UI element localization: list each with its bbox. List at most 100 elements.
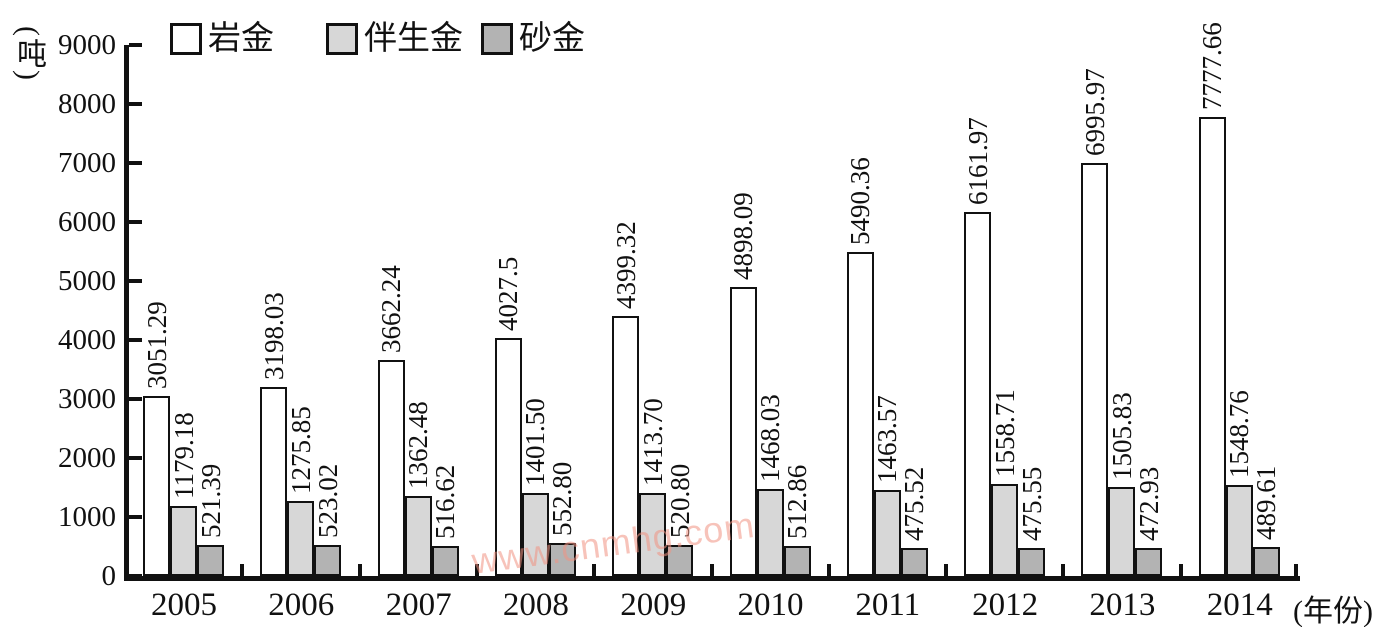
bar-placer-gold-2012	[1018, 548, 1046, 576]
x-minor-tick-7	[944, 564, 949, 577]
bar-placer-gold-2006	[314, 545, 342, 576]
bar-value-rock-gold-2006: 3198.03	[258, 292, 289, 380]
x-minor-tick-3	[474, 564, 479, 577]
x-axis-label-2007: 2007	[385, 587, 452, 623]
bar-rock-gold-2014	[1198, 117, 1226, 576]
y-tick-3000	[129, 397, 142, 401]
bar-value-rock-gold-2011: 5490.36	[845, 157, 876, 245]
bar-rock-gold-2006	[260, 387, 288, 576]
bar-placer-gold-2011	[900, 548, 928, 576]
bar-value-rock-gold-2008: 4027.5	[493, 256, 524, 331]
bar-value-placer-gold-2013: 472.93	[1133, 466, 1164, 541]
bar-value-placer-gold-2014: 489.61	[1251, 465, 1282, 540]
x-minor-tick-1	[240, 564, 245, 577]
bar-associated-gold-2011	[873, 490, 901, 576]
y-tick-5000	[129, 279, 142, 283]
y-tick-label-4000: 4000	[58, 324, 116, 356]
legend-swatch-rock-gold	[170, 23, 202, 55]
x-axis-label-2006: 2006	[268, 587, 335, 623]
x-axis-label-2005: 2005	[151, 587, 217, 623]
bar-value-associated-gold-2012: 1558.71	[989, 389, 1020, 477]
x-minor-tick-6	[826, 564, 831, 577]
bar-value-placer-gold-2008: 552.80	[547, 461, 578, 536]
bar-value-placer-gold-2007: 516.62	[430, 464, 461, 539]
bar-associated-gold-2010	[756, 489, 784, 576]
bar-rock-gold-2013	[1081, 163, 1109, 576]
bar-value-placer-gold-2012: 475.55	[1016, 466, 1047, 541]
x-minor-tick-5	[709, 564, 714, 577]
legend-label-associated-gold: 伴生金	[364, 21, 463, 57]
x-axis-label-2014: 2014	[1206, 587, 1273, 623]
bar-associated-gold-2006	[287, 501, 315, 576]
bar-value-rock-gold-2013: 6995.97	[1079, 68, 1110, 156]
x-axis-label-2009: 2009	[620, 587, 687, 623]
y-tick-label-6000: 6000	[58, 206, 116, 238]
bar-value-placer-gold-2005: 521.39	[195, 463, 226, 538]
x-minor-tick-9	[1178, 564, 1183, 577]
legend-label-rock-gold: 岩金	[208, 21, 274, 57]
bar-value-rock-gold-2009: 4399.32	[610, 221, 641, 309]
bar-placer-gold-2013	[1135, 548, 1163, 576]
legend-item-rock-gold: 岩金	[170, 22, 274, 56]
x-axis-label-2011: 2011	[855, 587, 921, 623]
y-tick-label-2000: 2000	[58, 442, 116, 474]
bar-associated-gold-2014	[1225, 485, 1253, 576]
x-minor-tick-2	[357, 564, 362, 577]
bar-value-placer-gold-2010: 512.86	[782, 464, 812, 539]
x-axis-label-2010: 2010	[737, 587, 804, 623]
legend-item-associated-gold: 伴生金	[326, 22, 463, 56]
y-tick-9000	[129, 43, 142, 47]
legend-item-placer-gold: 砂金	[481, 22, 585, 56]
bar-placer-gold-2010	[783, 546, 811, 576]
bar-associated-gold-2007	[404, 496, 432, 576]
y-tick-label-0: 0	[101, 560, 117, 592]
x-axis-unit-label: (年份)	[1293, 595, 1373, 627]
y-tick-label-1000: 1000	[58, 501, 116, 533]
legend-label-placer-gold: 砂金	[519, 21, 585, 57]
bar-value-placer-gold-2006: 523.02	[312, 463, 343, 538]
legend-swatch-placer-gold	[481, 23, 513, 55]
y-tick-6000	[129, 220, 142, 224]
x-minor-tick-8	[1061, 564, 1066, 577]
bar-value-rock-gold-2005: 3051.29	[141, 301, 172, 389]
bar-value-associated-gold-2005: 1179.18	[168, 412, 199, 499]
y-axis-line	[124, 45, 129, 581]
bar-rock-gold-2008	[494, 338, 522, 576]
y-tick-label-5000: 5000	[58, 265, 116, 297]
bar-value-rock-gold-2010: 4898.09	[728, 192, 758, 280]
bar-placer-gold-2008	[548, 543, 576, 576]
bar-associated-gold-2008	[521, 493, 549, 576]
y-axis-unit-label: (吨)	[12, 26, 45, 82]
bar-rock-gold-2007	[377, 360, 405, 576]
bar-value-rock-gold-2012: 6161.97	[962, 117, 993, 205]
bar-associated-gold-2012	[991, 484, 1019, 576]
bar-rock-gold-2011	[846, 252, 874, 576]
y-tick-4000	[129, 338, 142, 342]
bar-rock-gold-2012	[964, 212, 992, 576]
y-tick-0	[129, 574, 142, 578]
bar-rock-gold-2009	[612, 316, 640, 576]
x-minor-tick-4	[592, 564, 597, 577]
bar-value-rock-gold-2007: 3662.24	[376, 265, 407, 353]
y-tick-7000	[129, 161, 142, 165]
bar-placer-gold-2007	[431, 546, 459, 576]
x-axis-line	[124, 576, 1300, 581]
bar-rock-gold-2005	[143, 396, 170, 576]
y-tick-label-3000: 3000	[58, 383, 116, 415]
bar-value-rock-gold-2014: 7777.66	[1197, 22, 1228, 110]
bar-rock-gold-2010	[729, 287, 757, 576]
x-axis-label-2008: 2008	[502, 587, 569, 623]
x-axis-label-2013: 2013	[1089, 587, 1156, 623]
x-axis-label-2012: 2012	[972, 587, 1039, 623]
y-tick-8000	[129, 102, 142, 106]
bar-associated-gold-2013	[1108, 487, 1136, 576]
y-tick-1000	[129, 515, 142, 519]
bar-placer-gold-2009	[666, 545, 694, 576]
y-tick-label-8000: 8000	[58, 88, 116, 120]
y-tick-2000	[129, 456, 142, 460]
legend-swatch-associated-gold	[326, 23, 358, 55]
bar-associated-gold-2009	[639, 493, 667, 576]
bar-placer-gold-2014	[1252, 547, 1280, 576]
bar-associated-gold-2005	[170, 506, 197, 576]
